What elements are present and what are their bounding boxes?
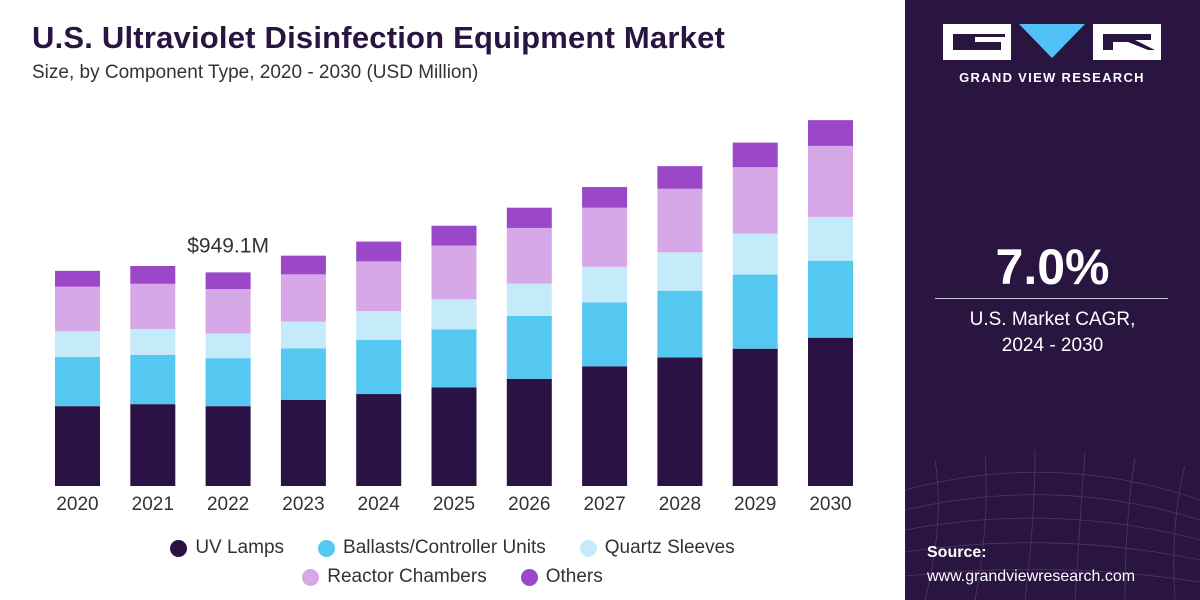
x-tick-label-2025: 2025 bbox=[433, 494, 475, 515]
x-tick-label-2028: 2028 bbox=[659, 494, 701, 515]
bar-segment-2026-uv-lamps bbox=[506, 378, 552, 486]
bar-segment-2030-ballasts-controller-units bbox=[808, 260, 853, 338]
bar-segment-2023-quartz-sleeves bbox=[280, 321, 326, 349]
bar-segment-2029-ballasts-controller-units bbox=[732, 274, 778, 349]
chart-title: U.S. Ultraviolet Disinfection Equipment … bbox=[32, 20, 726, 55]
legend-item-reactor-chambers: Reactor Chambers bbox=[302, 566, 487, 588]
legend-swatch-uv-lamps bbox=[170, 539, 188, 557]
bar-segment-2029-reactor-chambers bbox=[732, 167, 778, 234]
cagr-label-line2: 2024 - 2030 bbox=[1001, 335, 1104, 356]
bar-segment-2020-others bbox=[55, 270, 100, 287]
legend-label-reactor-chambers: Reactor Chambers bbox=[327, 566, 487, 587]
bar-segment-2023-uv-lamps bbox=[280, 399, 326, 486]
source-url[interactable]: www.grandviewresearch.com bbox=[927, 568, 1136, 585]
chart-subtitle: Size, by Component Type, 2020 - 2030 (US… bbox=[32, 62, 479, 83]
bar-segment-2025-uv-lamps bbox=[431, 387, 477, 486]
bar-segment-2020-ballasts-controller-units bbox=[55, 356, 100, 407]
cagr-label-line1: U.S. Market CAGR, bbox=[969, 309, 1136, 330]
chart-panel: U.S. Ultraviolet Disinfection Equipment … bbox=[0, 20, 905, 588]
bar-segment-2025-ballasts-controller-units bbox=[431, 329, 477, 388]
bar-segment-2024-reactor-chambers bbox=[356, 261, 402, 312]
legend-row-2: Reactor Chambers Others bbox=[0, 566, 905, 588]
x-tick-label-2027: 2027 bbox=[583, 494, 625, 515]
bar-segment-2028-quartz-sleeves bbox=[657, 252, 703, 291]
bar-segment-2025-quartz-sleeves bbox=[431, 299, 477, 330]
bar-segment-2029-others bbox=[732, 142, 778, 168]
bar-segment-2025-others bbox=[431, 225, 477, 246]
bar-segment-2021-ballasts-controller-units bbox=[130, 354, 176, 405]
bar-segment-2028-ballasts-controller-units bbox=[657, 290, 703, 358]
bar-segment-2026-others bbox=[506, 207, 552, 228]
cagr-value: 7.0% bbox=[995, 239, 1110, 295]
x-tick-label-2023: 2023 bbox=[282, 494, 324, 515]
legend-swatch-others bbox=[520, 568, 538, 586]
bar-segment-2030-uv-lamps bbox=[808, 337, 853, 486]
legend-item-others: Others bbox=[520, 566, 603, 588]
cagr-label: U.S. Market CAGR, 2024 - 2030 bbox=[905, 307, 1200, 359]
bar-segment-2029-quartz-sleeves bbox=[732, 233, 778, 275]
source-label: Source: bbox=[927, 544, 987, 561]
legend-swatch-ballasts bbox=[318, 539, 336, 557]
bar-segment-2029-uv-lamps bbox=[732, 348, 778, 486]
legend-item-quartz-sleeves: Quartz Sleeves bbox=[579, 537, 735, 559]
bar-segment-2030-reactor-chambers bbox=[808, 145, 853, 217]
bar-segment-2023-reactor-chambers bbox=[280, 274, 326, 322]
legend-label-quartz-sleeves: Quartz Sleeves bbox=[604, 537, 735, 558]
bar-segment-2024-uv-lamps bbox=[356, 394, 402, 486]
bar-segment-2025-reactor-chambers bbox=[431, 245, 477, 300]
data-label-2022: $949.1M bbox=[187, 234, 269, 257]
bar-segment-2024-others bbox=[356, 241, 402, 262]
x-tick-label-2026: 2026 bbox=[508, 494, 550, 515]
bar-segment-2023-ballasts-controller-units bbox=[280, 348, 326, 400]
bar-segment-2027-others bbox=[582, 187, 628, 208]
bar-segment-2026-reactor-chambers bbox=[506, 227, 552, 284]
brand-name: GRAND VIEW RESEARCH bbox=[959, 70, 1145, 85]
cagr-divider bbox=[935, 298, 1168, 299]
bar-segment-2026-ballasts-controller-units bbox=[506, 315, 552, 379]
bar-segment-2020-uv-lamps bbox=[55, 406, 100, 486]
bar-segment-2030-quartz-sleeves bbox=[808, 216, 853, 261]
legend-label-others: Others bbox=[545, 566, 603, 587]
bar-segment-2022-quartz-sleeves bbox=[205, 333, 251, 359]
legend-label-uv-lamps: UV Lamps bbox=[195, 537, 285, 558]
x-tick-label-2024: 2024 bbox=[358, 494, 401, 515]
bar-segment-2020-quartz-sleeves bbox=[55, 331, 100, 357]
legend-item-uv-lamps: UV Lamps bbox=[170, 537, 284, 559]
info-panel: GRAND VIEW RESEARCH 7.0% U.S. Market CAG… bbox=[905, 0, 1200, 600]
bar-segment-2022-others bbox=[205, 272, 251, 290]
x-tick-label-2021: 2021 bbox=[132, 494, 174, 515]
stacked-bar-chart: 2020 2021 2022 2023 2024 2025 2026 2027 2028 2029… bbox=[55, 120, 853, 515]
bar-segment-2026-quartz-sleeves bbox=[506, 283, 552, 316]
x-tick-label-2029: 2029 bbox=[734, 494, 776, 515]
bar-segment-2028-others bbox=[657, 166, 703, 189]
legend-item-ballasts: Ballasts/Controller Units bbox=[318, 537, 546, 559]
bar-segment-2021-reactor-chambers bbox=[130, 283, 176, 330]
bar-segment-2022-uv-lamps bbox=[205, 406, 251, 486]
legend-row-1: UV Lamps Ballasts/Controller Units Quart… bbox=[0, 537, 905, 559]
legend-swatch-quartz-sleeves bbox=[579, 539, 597, 557]
bar-segment-2027-reactor-chambers bbox=[582, 207, 628, 267]
x-tick-label-2020: 2020 bbox=[56, 494, 98, 515]
bar-segment-2020-reactor-chambers bbox=[55, 286, 100, 332]
grand-view-research-logo bbox=[943, 24, 1161, 60]
legend-swatch-reactor-chambers bbox=[302, 568, 320, 586]
bar-segment-2023-others bbox=[280, 255, 326, 275]
bar-segment-2024-quartz-sleeves bbox=[356, 311, 402, 340]
bar-segment-2028-uv-lamps bbox=[657, 357, 703, 486]
bar-segment-2030-others bbox=[808, 120, 853, 146]
x-tick-label-2022: 2022 bbox=[207, 494, 249, 515]
bar-segment-2021-quartz-sleeves bbox=[130, 329, 176, 355]
bar-segment-2027-quartz-sleeves bbox=[582, 266, 628, 303]
bar-segment-2021-others bbox=[130, 266, 176, 284]
bar-segment-2027-ballasts-controller-units bbox=[582, 302, 628, 367]
legend-label-ballasts: Ballasts/Controller Units bbox=[343, 537, 546, 558]
bar-segment-2028-reactor-chambers bbox=[657, 188, 703, 253]
bar-segment-2022-ballasts-controller-units bbox=[205, 358, 251, 407]
bar-segment-2024-ballasts-controller-units bbox=[356, 339, 402, 395]
decorative-grid bbox=[905, 449, 1200, 600]
x-tick-label-2030: 2030 bbox=[809, 494, 851, 515]
bar-segment-2027-uv-lamps bbox=[582, 366, 628, 486]
bar-segment-2021-uv-lamps bbox=[130, 404, 176, 486]
bar-segment-2022-reactor-chambers bbox=[205, 289, 251, 334]
